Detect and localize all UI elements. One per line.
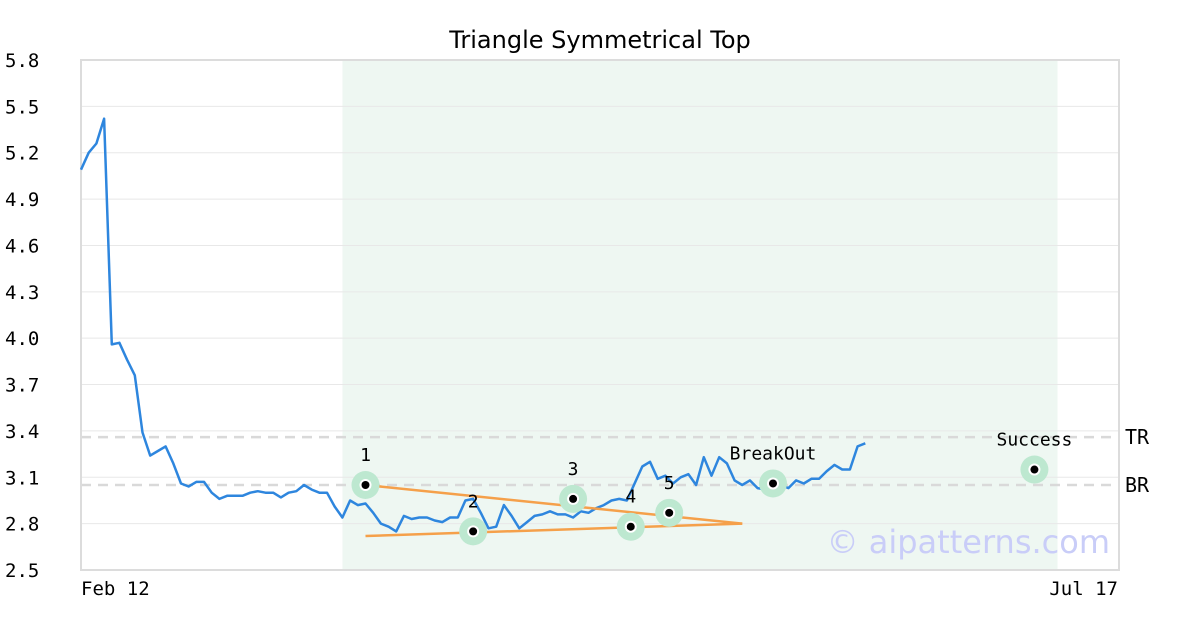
y-tick-label: 4.6 [5,235,39,257]
marker-dot [569,494,578,503]
reference-line-label: BR [1125,473,1150,497]
y-tick-label: 4.0 [5,328,39,350]
trendline [365,522,743,538]
marker-label: Success [996,430,1072,451]
marker-dot [665,508,674,517]
y-tick-label: 5.5 [5,96,39,118]
marker-dot [1030,465,1039,474]
y-tick-label: 3.1 [5,467,39,489]
marker-dot [469,527,478,536]
y-tick-label: 3.4 [5,421,39,443]
marker-label: 3 [568,459,579,480]
y-tick-label: 5.8 [5,50,39,72]
y-tick-label: 3.7 [5,375,39,397]
y-tick-label: 2.8 [5,514,39,536]
marker-label: BreakOut [730,443,817,464]
y-tick-label: 4.9 [5,189,39,211]
y-tick-label: 5.2 [5,143,39,165]
watermark: © aipatterns.com [827,523,1110,561]
plot-area: 5.8 5.5 5.2 4.9 4.6 4.3 4.0 3.7 3.4 3.1 2.8 2.5 © ai… [5,50,1150,582]
chart-title: Triangle Symmetrical Top [448,26,751,54]
marker-dot [361,481,370,489]
marker-dot [626,522,635,531]
y-tick-label: 4.3 [5,282,39,304]
marker-label: 2 [468,491,479,512]
plot-frame [80,59,1120,571]
reference-line-label: TR [1125,425,1150,449]
price-line [79,117,866,533]
x-start-label: Feb 12 [81,578,150,600]
y-tick-label: 2.5 [5,560,39,582]
marker-label: 4 [625,487,636,508]
marker-label: 1 [360,445,371,466]
marker-label: 5 [664,473,675,494]
x-end-label: Jul 17 [1049,578,1118,600]
marker-dot [769,479,777,488]
